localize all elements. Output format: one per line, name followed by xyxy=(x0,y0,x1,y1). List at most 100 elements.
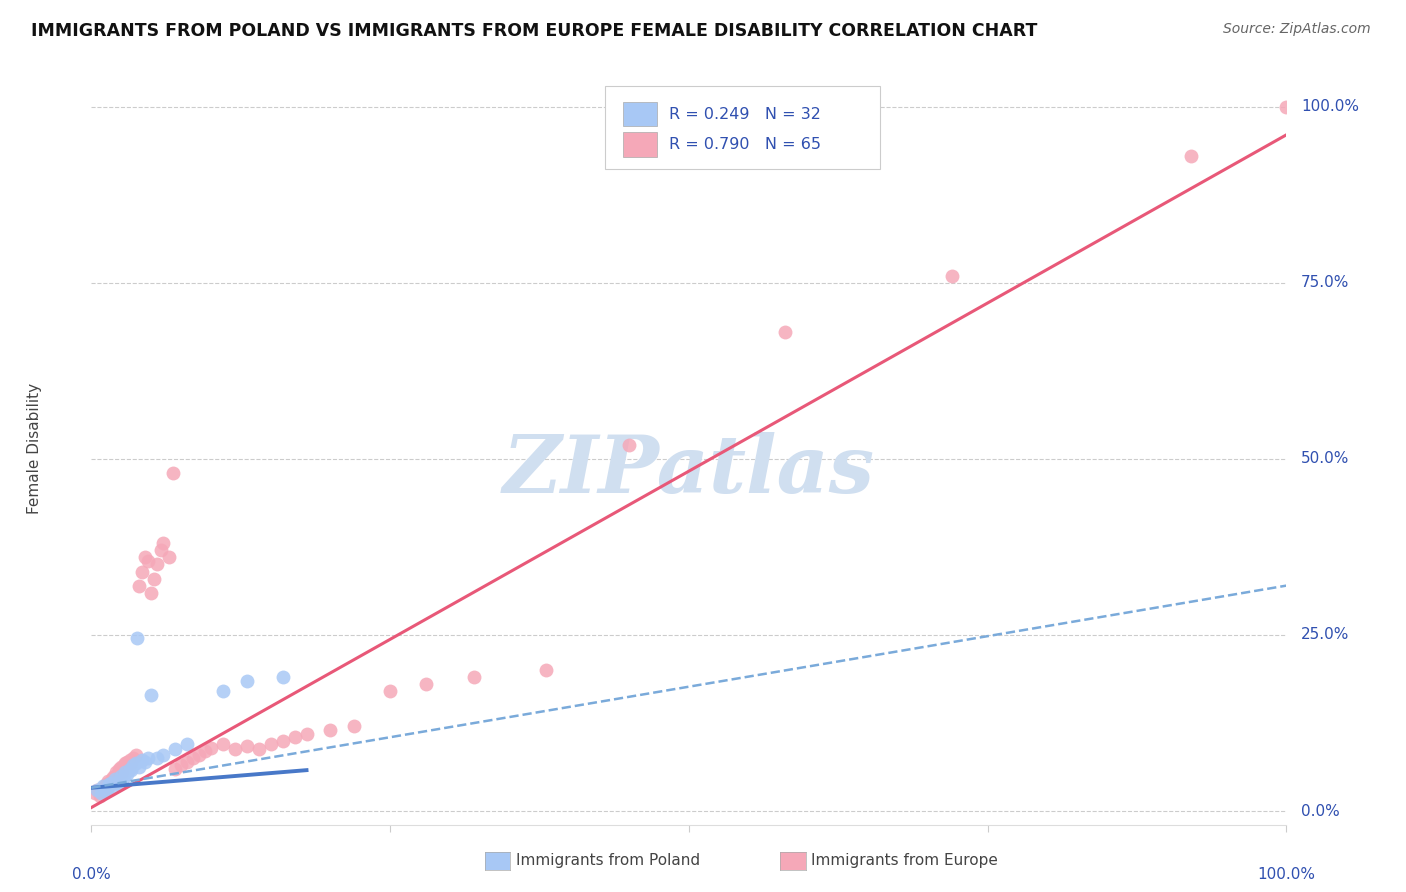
Text: 25.0%: 25.0% xyxy=(1301,627,1350,642)
Text: Female Disability: Female Disability xyxy=(27,383,42,514)
Point xyxy=(96,781,118,796)
Point xyxy=(131,753,153,767)
Point xyxy=(176,755,198,769)
FancyBboxPatch shape xyxy=(605,87,880,169)
Point xyxy=(101,770,124,784)
Text: R = 0.249   N = 32: R = 0.249 N = 32 xyxy=(669,107,821,122)
Point xyxy=(176,737,198,751)
Point xyxy=(107,774,129,789)
Text: 0.0%: 0.0% xyxy=(72,866,111,881)
Point xyxy=(141,688,162,702)
Point xyxy=(84,786,107,800)
Point xyxy=(211,684,233,698)
Point xyxy=(100,772,122,787)
Text: 100.0%: 100.0% xyxy=(1301,99,1358,114)
Point xyxy=(319,723,342,737)
Point xyxy=(235,673,259,688)
Point xyxy=(131,565,153,579)
Point xyxy=(90,786,112,800)
Point xyxy=(152,536,174,550)
Point xyxy=(114,756,136,771)
Point xyxy=(170,758,193,772)
Text: ZIPatlas: ZIPatlas xyxy=(503,432,875,509)
Point xyxy=(152,747,174,762)
Point xyxy=(149,543,172,558)
Point xyxy=(93,780,115,794)
Point xyxy=(108,777,131,791)
Text: 0.0%: 0.0% xyxy=(1301,804,1340,819)
Point xyxy=(271,670,294,684)
Point xyxy=(211,737,233,751)
Point xyxy=(941,268,963,283)
Text: R = 0.790   N = 65: R = 0.790 N = 65 xyxy=(669,137,821,152)
Point xyxy=(295,726,318,740)
Point xyxy=(98,776,121,790)
Point xyxy=(111,765,134,780)
Point xyxy=(89,789,111,803)
Point xyxy=(105,765,128,780)
Point xyxy=(122,751,145,765)
Point xyxy=(122,758,145,772)
Point xyxy=(100,776,122,790)
Point xyxy=(93,780,114,794)
FancyBboxPatch shape xyxy=(623,103,657,127)
Point xyxy=(136,554,159,568)
Point xyxy=(224,742,246,756)
Text: Source: ZipAtlas.com: Source: ZipAtlas.com xyxy=(1223,22,1371,37)
Point xyxy=(120,756,142,771)
Point xyxy=(94,784,117,798)
Point xyxy=(86,783,108,797)
Point xyxy=(125,632,148,646)
Text: 75.0%: 75.0% xyxy=(1301,276,1350,290)
Point xyxy=(110,760,132,774)
Point xyxy=(146,558,169,572)
Point xyxy=(534,663,557,677)
Point xyxy=(200,740,222,755)
Point xyxy=(114,765,136,780)
Point xyxy=(103,773,125,788)
Point xyxy=(90,784,112,798)
Point xyxy=(98,777,121,791)
Point xyxy=(619,438,641,452)
Point xyxy=(101,780,124,794)
Point xyxy=(284,730,307,744)
Point xyxy=(115,767,138,781)
Point xyxy=(378,684,402,698)
Point xyxy=(343,719,366,733)
Text: Immigrants from Europe: Immigrants from Europe xyxy=(811,854,998,868)
Point xyxy=(110,769,132,783)
Point xyxy=(112,758,135,772)
Point xyxy=(108,762,131,776)
Point xyxy=(134,550,156,565)
Point xyxy=(142,572,165,586)
Point xyxy=(128,578,150,592)
Point xyxy=(181,751,204,765)
Point xyxy=(104,769,127,783)
FancyBboxPatch shape xyxy=(623,132,657,156)
Point xyxy=(157,550,180,565)
Point xyxy=(107,767,129,781)
Point xyxy=(115,755,138,769)
Point xyxy=(112,770,135,784)
Point xyxy=(134,755,156,769)
Point xyxy=(97,774,120,789)
Point xyxy=(100,777,122,791)
Point xyxy=(163,742,186,756)
Text: Immigrants from Poland: Immigrants from Poland xyxy=(516,854,700,868)
Point xyxy=(136,751,159,765)
Point xyxy=(235,739,259,754)
Point xyxy=(1180,149,1202,163)
Point xyxy=(86,783,108,797)
Point xyxy=(141,585,162,599)
Text: IMMIGRANTS FROM POLAND VS IMMIGRANTS FROM EUROPE FEMALE DISABILITY CORRELATION C: IMMIGRANTS FROM POLAND VS IMMIGRANTS FRO… xyxy=(31,22,1038,40)
Point xyxy=(118,753,141,767)
Point xyxy=(104,772,127,787)
Point xyxy=(120,763,142,777)
Point xyxy=(415,677,437,691)
Point xyxy=(463,670,485,684)
Point xyxy=(163,762,186,776)
Text: 100.0%: 100.0% xyxy=(1257,866,1316,881)
Point xyxy=(108,763,131,777)
Point xyxy=(187,747,211,762)
Point xyxy=(124,747,146,762)
